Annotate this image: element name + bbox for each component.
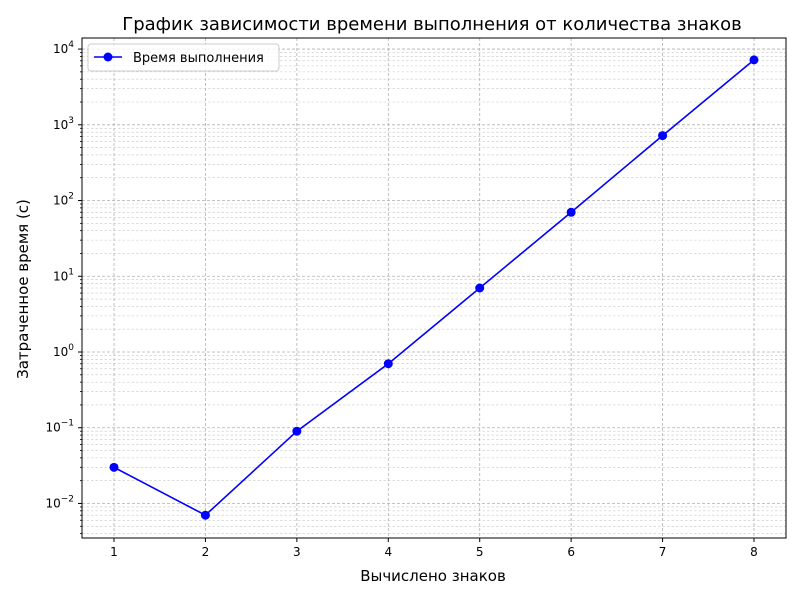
x-tick-label: 6 <box>567 545 575 559</box>
x-axis-label: Вычислено знаков <box>360 567 506 585</box>
y-axis: 10−2 10−1 100 101 102 103 104 <box>45 40 82 535</box>
x-axis: 1 2 3 4 5 6 7 8 <box>110 538 758 559</box>
legend-box <box>87 43 280 72</box>
series-layer <box>109 55 759 520</box>
y-tick-label: 10−1 <box>45 419 74 435</box>
y-tick-label: 103 <box>53 116 74 132</box>
data-point <box>383 359 393 369</box>
legend: Время выполнения <box>87 43 280 72</box>
chart-title: График зависимости времени выполнения от… <box>122 14 742 35</box>
y-tick-label: 100 <box>53 343 74 359</box>
legend-label: Время выполнения <box>133 51 264 66</box>
x-tick-label: 1 <box>110 545 118 559</box>
x-tick-label: 4 <box>384 545 392 559</box>
grid <box>82 38 786 538</box>
y-axis-label: Затраченное время (с) <box>14 199 32 379</box>
data-point <box>749 55 759 65</box>
x-tick-label: 2 <box>202 545 210 559</box>
x-tick-label: 3 <box>293 545 301 559</box>
y-tick-label: 104 <box>53 40 74 56</box>
data-point <box>200 510 210 520</box>
data-point <box>109 462 119 472</box>
x-tick-label: 5 <box>476 545 484 559</box>
x-tick-label: 8 <box>750 545 758 559</box>
data-point <box>475 283 485 293</box>
data-point <box>658 131 668 141</box>
y-tick-label: 101 <box>53 267 74 283</box>
series-line <box>113 59 755 517</box>
data-point <box>292 426 302 436</box>
legend-marker <box>103 52 113 62</box>
y-tick-label: 10−2 <box>45 494 74 510</box>
x-tick-label: 7 <box>659 545 667 559</box>
data-point <box>566 207 576 217</box>
y-tick-label: 102 <box>53 192 74 208</box>
